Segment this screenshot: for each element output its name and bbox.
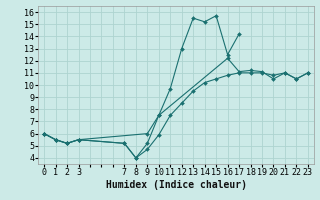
X-axis label: Humidex (Indice chaleur): Humidex (Indice chaleur) [106, 180, 246, 190]
